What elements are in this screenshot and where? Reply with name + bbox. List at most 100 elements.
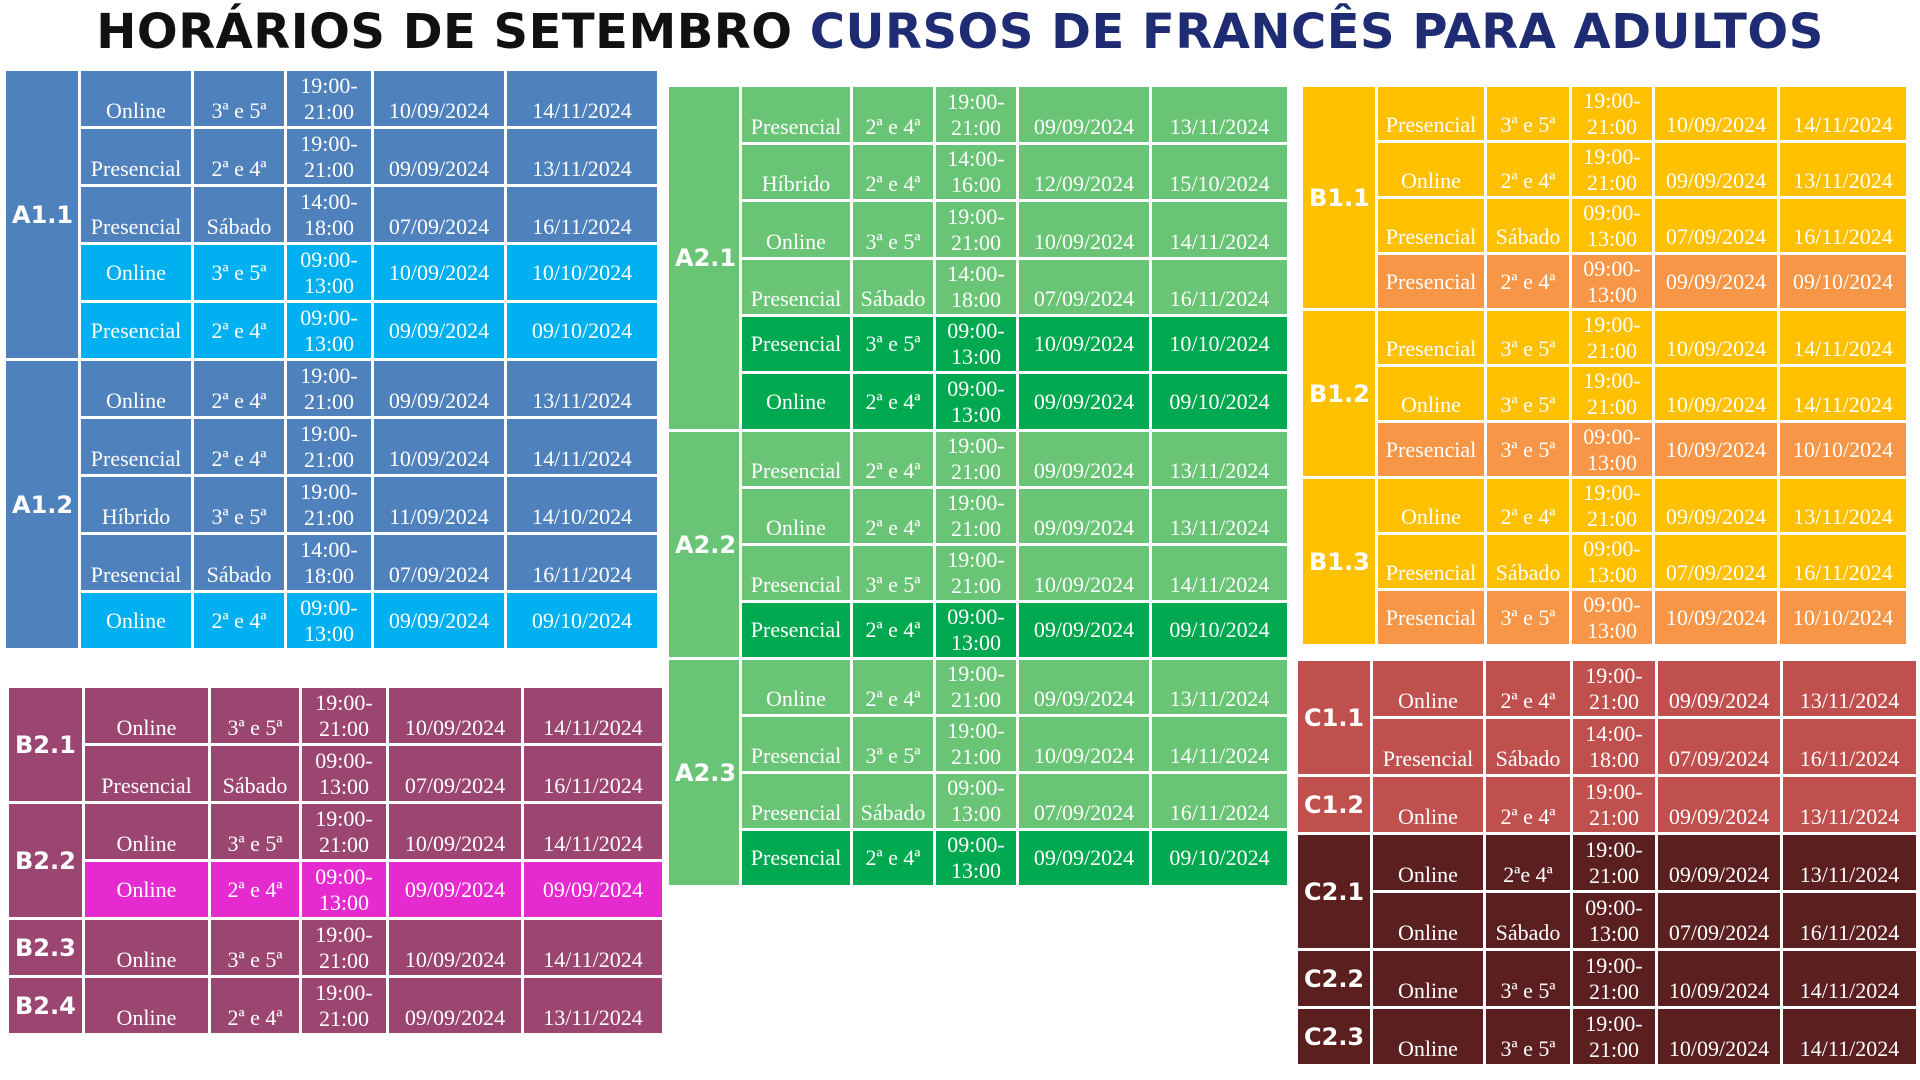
hours-end: 21:00 <box>303 446 355 472</box>
course-end-date: 09/09/2024 <box>524 862 662 917</box>
course-days: Sábado <box>853 260 933 314</box>
course-start-date: 09/09/2024 <box>1655 479 1777 532</box>
course-mode: Presencial <box>81 535 191 590</box>
course-hours: 19:00- 21:00 <box>1572 311 1652 364</box>
course-days: 3ª e 5ª <box>853 317 933 371</box>
hours-end: 13:00 <box>1588 920 1640 946</box>
course-mode: Presencial <box>81 187 191 242</box>
hours-end: 21:00 <box>1586 337 1638 363</box>
course-hours: 19:00- 21:00 <box>1573 1009 1655 1064</box>
hours-end: 21:00 <box>950 744 1002 769</box>
level-label: B2.1 <box>9 688 82 801</box>
course-mode: Híbrido <box>742 145 850 199</box>
course-mode: Presencial <box>742 317 850 371</box>
course-end-date: 16/11/2024 <box>1152 774 1287 828</box>
course-start-date: 09/09/2024 <box>1019 831 1149 885</box>
course-mode: Online <box>85 920 208 975</box>
course-mode: Online <box>1373 835 1483 890</box>
course-days: 2ª e 4ª <box>1487 255 1569 308</box>
course-hours: 19:00- 21:00 <box>1572 87 1652 140</box>
title-part-1: HORÁRIOS DE SETEMBRO <box>96 4 793 60</box>
hours-start: 19:00- <box>947 661 1005 686</box>
hours-start: 14:00- <box>300 536 358 562</box>
course-mode: Online <box>81 361 191 416</box>
course-mode: Presencial <box>742 717 850 771</box>
hours-start: 19:00- <box>1583 143 1641 169</box>
level-label: C2.3 <box>1298 1009 1370 1064</box>
level-label: B2.2 <box>9 804 82 917</box>
course-mode: Online <box>85 978 208 1033</box>
course-days: 2ª e 4ª <box>194 419 284 474</box>
course-end-date: 10/10/2024 <box>1152 317 1287 371</box>
hours-start: 19:00- <box>300 420 358 446</box>
course-end-date: 13/11/2024 <box>507 129 657 184</box>
course-hours: 19:00- 21:00 <box>1572 367 1652 420</box>
course-start-date: 09/09/2024 <box>1655 143 1777 196</box>
course-start-date: 07/09/2024 <box>1655 535 1777 588</box>
hours-start: 14:00- <box>947 146 1005 171</box>
hours-end: 16:00 <box>950 172 1002 197</box>
course-hours: 14:00- 18:00 <box>287 535 371 590</box>
course-end-date: 10/10/2024 <box>1780 423 1906 476</box>
course-end-date: 09/10/2024 <box>1152 374 1287 429</box>
course-end-date: 14/11/2024 <box>1783 1009 1916 1064</box>
course-days: 2ª e 4ª <box>853 374 933 429</box>
level-label: A1.2 <box>6 361 78 648</box>
course-hours: 09:00- 13:00 <box>302 746 386 801</box>
course-end-date: 16/11/2024 <box>1783 719 1916 774</box>
level-label: C1.1 <box>1298 661 1370 774</box>
course-hours: 19:00- 21:00 <box>1573 835 1655 890</box>
hours-end: 13:00 <box>1586 617 1638 643</box>
course-end-date: 16/11/2024 <box>507 187 657 242</box>
course-days: 3ª e 5ª <box>1487 423 1569 476</box>
level-label: C1.2 <box>1298 777 1370 832</box>
hours-start: 19:00- <box>1583 479 1641 505</box>
course-mode: Presencial <box>742 831 850 885</box>
hours-end: 13:00 <box>950 401 1002 427</box>
course-days: Sábado <box>1486 719 1570 774</box>
hours-start: 19:00- <box>1585 836 1643 862</box>
hours-end: 13:00 <box>318 889 370 915</box>
hours-end: 21:00 <box>1588 862 1640 888</box>
course-start-date: 10/09/2024 <box>374 71 504 126</box>
hours-start: 09:00- <box>1583 423 1641 449</box>
hours-start: 19:00- <box>300 130 358 156</box>
course-mode: Online <box>742 660 850 714</box>
course-hours: 19:00- 21:00 <box>302 920 386 975</box>
course-mode: Presencial <box>742 603 850 657</box>
hours-end: 13:00 <box>950 801 1002 826</box>
hours-start: 09:00- <box>947 775 1005 800</box>
hours-start: 19:00- <box>300 478 358 504</box>
course-end-date: 14/11/2024 <box>524 920 662 975</box>
hours-start: 09:00- <box>947 832 1005 857</box>
course-days: Sábado <box>1486 893 1570 948</box>
course-hours: 19:00- 21:00 <box>302 978 386 1033</box>
course-hours: 19:00- 21:00 <box>287 129 371 184</box>
course-hours: 09:00- 13:00 <box>302 862 386 917</box>
hours-end: 13:00 <box>950 344 1002 369</box>
course-start-date: 09/09/2024 <box>374 129 504 184</box>
course-mode: Online <box>1378 479 1484 532</box>
course-days: Sábado <box>1487 535 1569 588</box>
course-start-date: 10/09/2024 <box>1655 591 1777 644</box>
course-start-date: 07/09/2024 <box>374 535 504 590</box>
course-end-date: 13/11/2024 <box>1152 87 1287 142</box>
hours-start: 19:00- <box>947 433 1005 458</box>
course-days: 2ª e 4ª <box>1487 143 1569 196</box>
schedule-block-c: C1.1 Online 2ª e 4ª 19:00- 21:00 09/09/2024 13… <box>1295 658 1916 1067</box>
course-days: 2ª e 4ª <box>211 862 299 917</box>
course-start-date: 07/09/2024 <box>1019 774 1149 828</box>
hours-end: 13:00 <box>1586 561 1638 587</box>
course-mode: Presencial <box>1378 255 1484 308</box>
hours-end: 21:00 <box>1586 113 1638 139</box>
course-end-date: 09/10/2024 <box>507 303 657 358</box>
course-mode: Presencial <box>742 546 850 600</box>
course-start-date: 10/09/2024 <box>389 920 521 975</box>
course-hours: 09:00- 13:00 <box>1572 423 1652 476</box>
course-days: 3ª e 5ª <box>853 717 933 771</box>
level-label: B1.1 <box>1303 87 1375 308</box>
hours-start: 09:00- <box>1583 535 1641 561</box>
course-hours: 19:00- 21:00 <box>302 688 386 743</box>
course-start-date: 09/09/2024 <box>1019 374 1149 429</box>
course-days: Sábado <box>194 535 284 590</box>
